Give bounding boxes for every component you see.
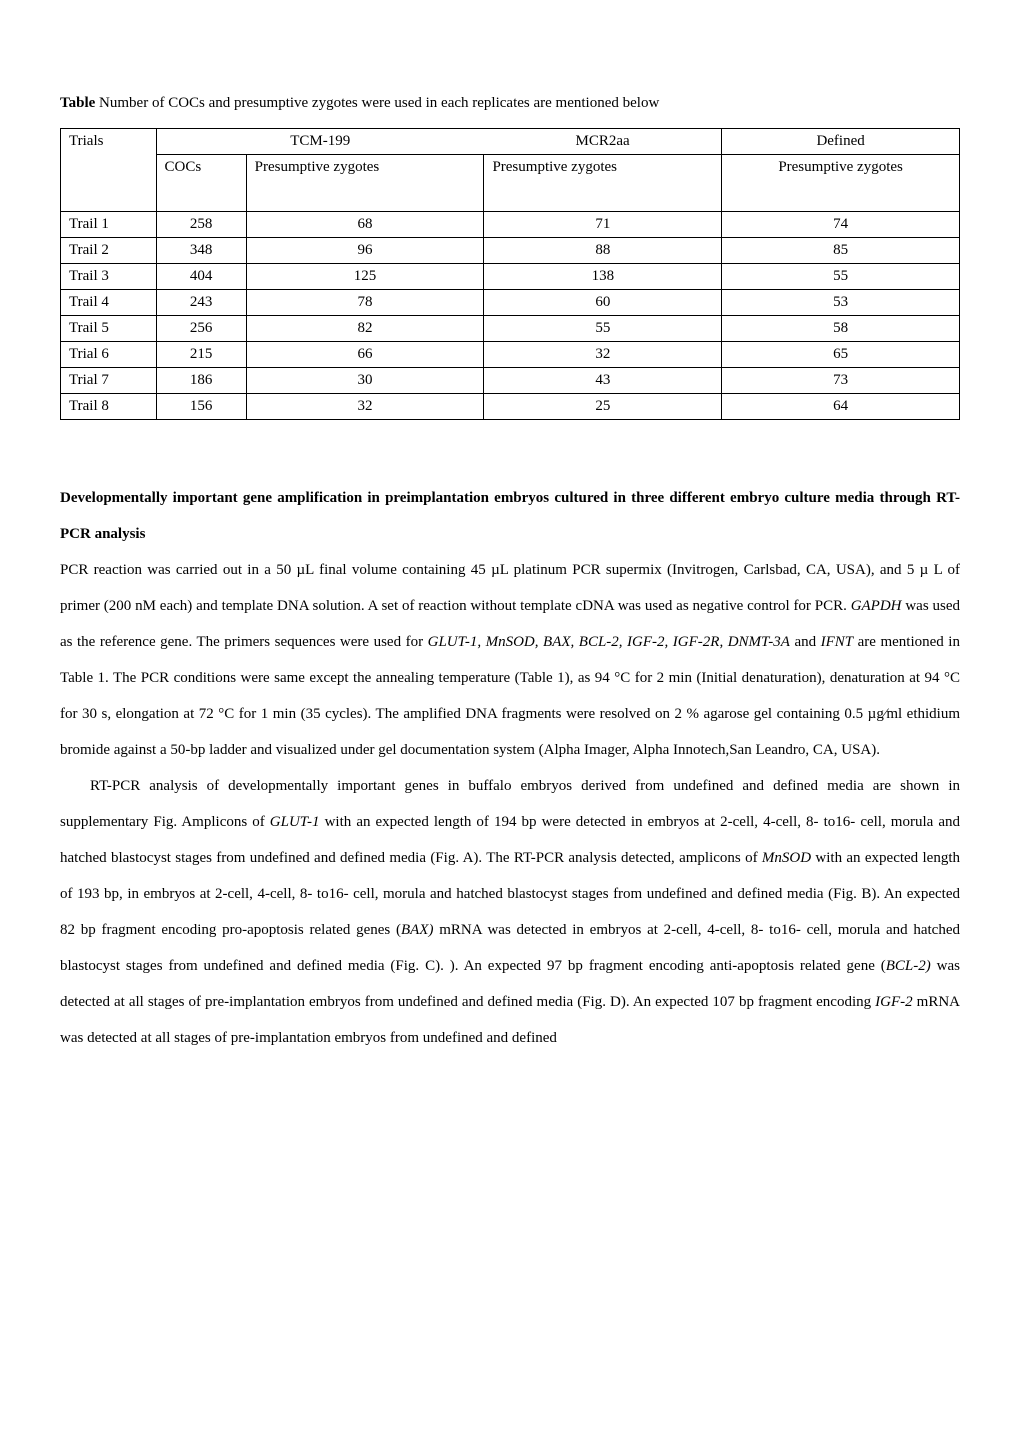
cell-cocs: 243 [156,290,246,316]
cell-trial: Trail 3 [61,264,157,290]
table-row: Trial 6 215 66 32 65 [61,342,960,368]
col-trials: Trials [61,129,157,212]
col-defined: Defined [722,129,960,155]
table-row: Trail 1 258 68 71 74 [61,212,960,238]
cell-trial: Trail 5 [61,316,157,342]
cell-cocs: 215 [156,342,246,368]
gene-bax: BAX) [401,922,433,938]
cell-pz3: 73 [722,368,960,394]
cell-cocs: 348 [156,238,246,264]
gene-list: GLUT-1, MnSOD, BAX, BCL-2, IGF-2, IGF-2R… [428,634,790,650]
table-caption-rest: Number of COCs and presumptive zygotes w… [95,95,659,111]
col-cocs: COCs [156,155,246,212]
table-row: Trail 8 156 32 25 64 [61,394,960,420]
col-pz2: Presumptive zygotes [484,155,722,212]
col-pz1: Presumptive zygotes [246,155,484,212]
col-mcr2aa: MCR2aa [484,129,722,155]
table-header-row-1: Trials TCM-199 MCR2aa Defined [61,129,960,155]
cell-pz3: 53 [722,290,960,316]
cell-pz3: 85 [722,238,960,264]
cell-cocs: 156 [156,394,246,420]
cell-trial: Trail 8 [61,394,157,420]
table-row: Trail 4 243 78 60 53 [61,290,960,316]
cell-cocs: 186 [156,368,246,394]
cell-pz2: 55 [484,316,722,342]
section-heading: Developmentally important gene amplifica… [60,480,960,552]
cell-pz2: 43 [484,368,722,394]
text: and [790,634,821,650]
cell-trial: Trail 4 [61,290,157,316]
gene-gapdh: GAPDH [851,598,902,614]
cell-cocs: 258 [156,212,246,238]
cell-trial: Trial 7 [61,368,157,394]
cell-pz1: 125 [246,264,484,290]
col-tcm199: TCM-199 [156,129,484,155]
cell-cocs: 256 [156,316,246,342]
gene-glut1: GLUT-1 [270,814,320,830]
col-pz3: Presumptive zygotes [722,155,960,212]
paragraph-2: RT-PCR analysis of developmentally impor… [60,768,960,1056]
table-row: Trial 7 186 30 43 73 [61,368,960,394]
gene-mnsod: MnSOD [762,850,811,866]
cell-pz3: 55 [722,264,960,290]
text: are mentioned in Table 1. The PCR condit… [60,634,960,758]
cell-pz2: 60 [484,290,722,316]
cell-pz2: 138 [484,264,722,290]
cell-trial: Trail 2 [61,238,157,264]
gene-bcl2: BCL-2) [886,958,931,974]
cell-trial: Trail 1 [61,212,157,238]
cell-pz1: 82 [246,316,484,342]
cell-pz2: 88 [484,238,722,264]
table-header-row-2: COCs Presumptive zygotes Presumptive zyg… [61,155,960,212]
cell-pz2: 71 [484,212,722,238]
cell-pz1: 78 [246,290,484,316]
cell-trial: Trial 6 [61,342,157,368]
cell-pz3: 58 [722,316,960,342]
data-table: Trials TCM-199 MCR2aa Defined COCs Presu… [60,128,960,420]
table-row: Trail 3 404 125 138 55 [61,264,960,290]
cell-pz3: 74 [722,212,960,238]
cell-pz1: 30 [246,368,484,394]
cell-pz1: 66 [246,342,484,368]
gene-ifnt: IFNT [821,634,854,650]
cell-pz3: 64 [722,394,960,420]
table-caption-bold: Table [60,95,95,111]
cell-pz2: 25 [484,394,722,420]
text: PCR reaction was carried out in a 50 µL … [60,562,960,614]
cell-pz3: 65 [722,342,960,368]
table-row: Trail 2 348 96 88 85 [61,238,960,264]
cell-cocs: 404 [156,264,246,290]
cell-pz1: 32 [246,394,484,420]
table-row: Trail 5 256 82 55 58 [61,316,960,342]
cell-pz2: 32 [484,342,722,368]
table-caption: Table Number of COCs and presumptive zyg… [60,95,960,112]
cell-pz1: 68 [246,212,484,238]
gene-igf2: IGF-2 [875,994,913,1010]
paragraph-1: PCR reaction was carried out in a 50 µL … [60,552,960,768]
cell-pz1: 96 [246,238,484,264]
